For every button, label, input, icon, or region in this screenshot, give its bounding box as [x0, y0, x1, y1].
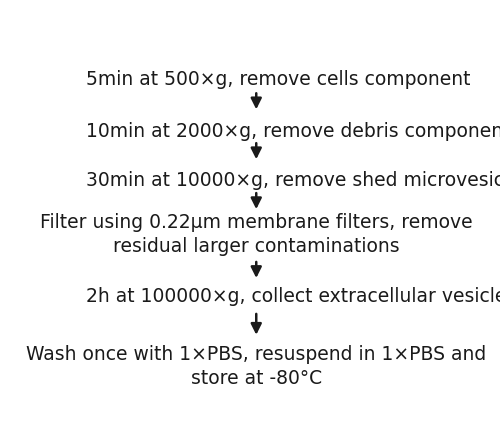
Text: 5min at 500×g, remove cells component: 5min at 500×g, remove cells component — [86, 70, 470, 89]
Text: Wash once with 1×PBS, resuspend in 1×PBS and
store at -80°C: Wash once with 1×PBS, resuspend in 1×PBS… — [26, 345, 486, 388]
Text: 2h at 100000×g, collect extracellular vesicles: 2h at 100000×g, collect extracellular ve… — [86, 287, 500, 306]
Text: 10min at 2000×g, remove debris component: 10min at 2000×g, remove debris component — [86, 122, 500, 141]
Text: 30min at 10000×g, remove shed microvesicles: 30min at 10000×g, remove shed microvesic… — [86, 172, 500, 190]
Text: Filter using 0.22μm membrane filters, remove
residual larger contaminations: Filter using 0.22μm membrane filters, re… — [40, 213, 472, 256]
